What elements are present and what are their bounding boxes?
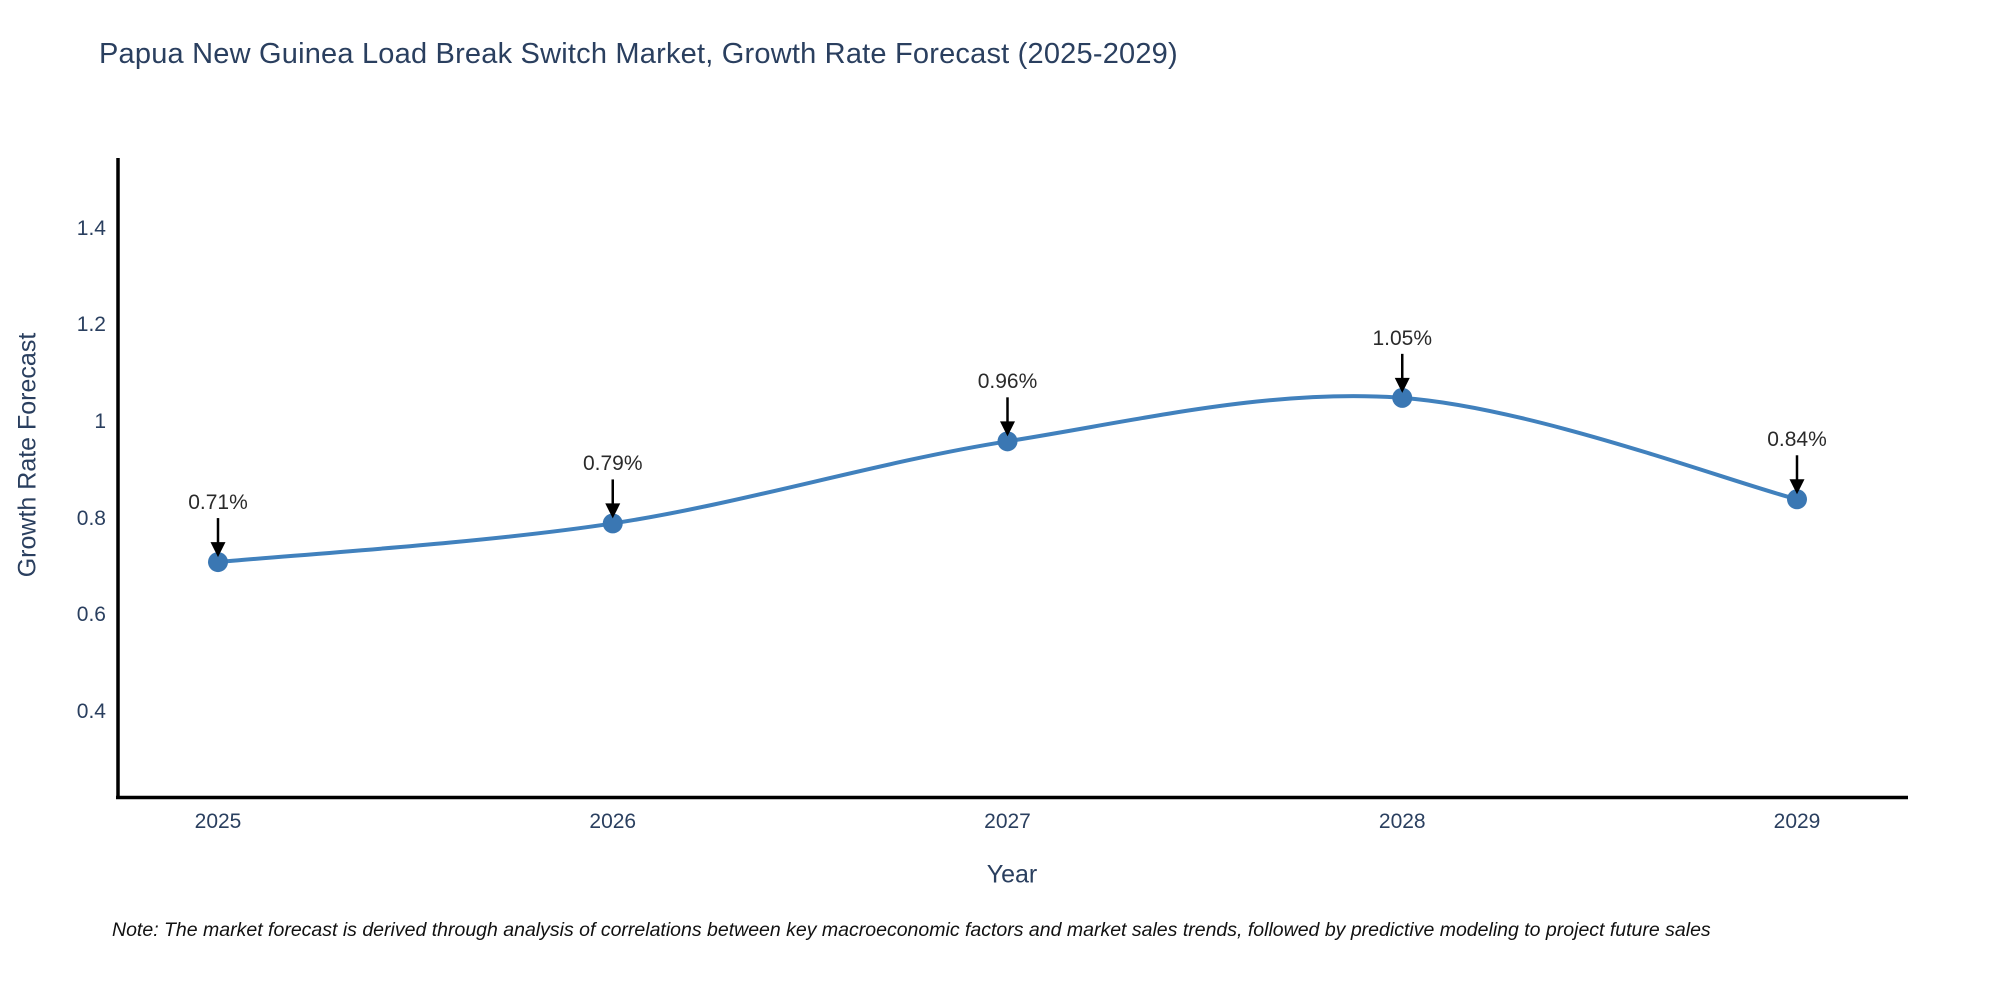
x-tick-label: 2029 [1773,810,1821,833]
data-point-marker[interactable] [1787,489,1807,510]
chart-title: Papua New Guinea Load Break Switch Marke… [99,38,1178,70]
annotation-arrowhead-icon [605,503,621,519]
point-value-label: 0.96% [977,370,1038,394]
y-tick-label: 1.4 [76,216,106,240]
footnote: Note: The market forecast is derived thr… [112,919,1711,941]
annotation-arrowhead-icon [210,542,226,558]
data-point-marker[interactable] [602,513,623,534]
x-tick-label: 2028 [1378,810,1426,833]
data-point-marker[interactable] [208,552,228,573]
x-axis-title: Year [986,860,1038,889]
y-tick-label: 0.8 [76,506,106,530]
point-value-label: 0.71% [188,491,248,515]
y-tick-label: 0.6 [76,603,106,627]
x-tick-label: 2025 [194,810,242,833]
annotation-arrowhead-icon [1000,421,1015,437]
y-tick-label: 1 [94,410,106,433]
y-tick-label: 1.2 [76,313,106,337]
data-point-marker[interactable] [997,431,1018,452]
data-point-marker[interactable] [1392,387,1413,408]
x-tick-label: 2027 [984,810,1031,833]
annotation-arrowhead-icon [1789,479,1805,495]
point-value-label: 1.05% [1372,326,1433,350]
annotation-arrowhead-icon [1394,377,1410,393]
x-tick-label: 2026 [589,810,637,833]
y-tick-label: 0.4 [76,699,106,723]
y-axis-title: Growth Rate Forecast [13,332,42,578]
point-value-label: 0.79% [582,452,643,476]
point-value-label: 0.84% [1767,428,1827,452]
